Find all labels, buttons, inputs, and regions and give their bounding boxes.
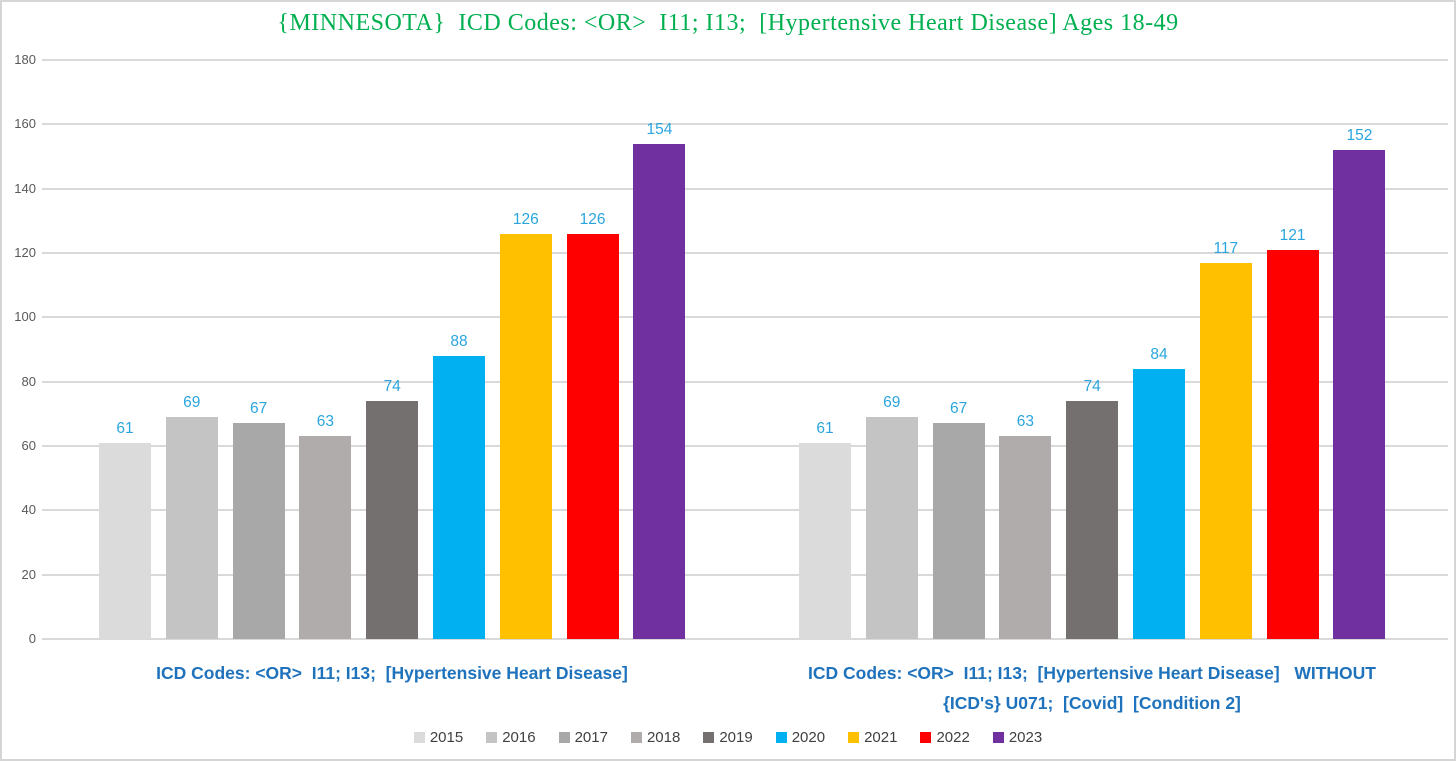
gridline	[42, 638, 1448, 640]
bar-value-label: 74	[383, 378, 401, 395]
bar-value-label: 69	[183, 394, 201, 411]
legend-swatch	[558, 732, 570, 743]
bar-2018-group1	[299, 436, 352, 639]
bar-value-label: 61	[116, 420, 134, 437]
gridline	[42, 316, 1448, 319]
bar-2015-group2	[799, 443, 851, 639]
y-axis-tick-label: 20	[21, 566, 36, 582]
bar-value-label: 126	[512, 211, 539, 228]
legend-item-label: 2022	[936, 729, 970, 746]
bar-2021-group1	[499, 234, 552, 639]
bar-2023-group2	[1333, 150, 1386, 639]
chart-title: {MINNESOTA} ICD Codes: <OR> I11; I13; [H…	[277, 10, 1179, 36]
legend-item-2015: 2015	[413, 729, 464, 746]
bar-value-label: 61	[816, 420, 834, 437]
bar-value-label: 121	[1279, 227, 1306, 244]
gridline	[42, 59, 1448, 61]
bar-value-label: 152	[1346, 127, 1373, 144]
legend-item-label: 2017	[574, 729, 608, 746]
legend-swatch	[630, 732, 642, 743]
bar-value-label: 117	[1213, 240, 1239, 257]
y-axis-tick-label: 100	[14, 309, 36, 325]
legend-item-label: 2018	[646, 729, 681, 746]
bar-2019-group2	[1066, 401, 1119, 639]
legend-item-2017: 2017	[558, 729, 608, 746]
gridline	[42, 252, 1448, 254]
y-axis-tick-label: 40	[21, 502, 36, 518]
gridline	[42, 509, 1448, 512]
bar-value-label: 154	[646, 121, 673, 138]
y-axis-tick-label: 180	[14, 52, 36, 67]
y-axis-tick-label: 120	[14, 245, 36, 260]
legend-item-2016: 2016	[486, 729, 536, 746]
y-axis-tick-label: 80	[21, 373, 36, 389]
legend-item-label: 2021	[864, 729, 898, 746]
bar-2018-group2	[999, 436, 1052, 639]
bar-2022-group2	[1266, 250, 1319, 639]
legend-swatch	[413, 732, 425, 743]
legend-swatch	[920, 732, 932, 743]
bar-value-label: 69	[883, 394, 901, 411]
y-axis-tick-label: 160	[14, 116, 36, 132]
legend-swatch	[486, 732, 498, 743]
legend-swatch	[848, 732, 860, 743]
category-label-group2: ICD Codes: <OR> I11; I13; [Hypertensive …	[808, 663, 1376, 713]
legend-item-label: 2015	[429, 729, 464, 746]
bar-value-label: 88	[450, 333, 468, 350]
bar-value-label: 84	[1150, 346, 1168, 363]
bar-2020-group1	[433, 356, 485, 639]
legend-swatch	[992, 732, 1004, 743]
legend-swatch	[703, 732, 715, 743]
bar-2017-group1	[232, 423, 285, 639]
bar-2021-group2	[1199, 263, 1252, 639]
legend-item-label: 2019	[719, 729, 753, 746]
legend-item-2018: 2018	[630, 729, 681, 746]
bar-2022-group1	[566, 234, 619, 639]
legend-item-2020: 2020	[775, 729, 826, 746]
bar-value-label: 63	[316, 413, 335, 430]
legend-item-2022: 2022	[920, 729, 970, 746]
gridline	[42, 445, 1448, 447]
legend-item-2021: 2021	[848, 729, 897, 746]
gridline	[42, 380, 1448, 383]
bar-value-label: 67	[949, 400, 968, 417]
bar-2020-group2	[1133, 369, 1185, 639]
plot-area: 61 61 69 69 67 67 63 63 74 74 88 84 126 117 126 121 154 1…	[42, 59, 1448, 640]
category-label-group1: ICD Codes: <OR> I11; I13; [Hypertensive …	[156, 663, 628, 683]
bar-2017-group2	[932, 423, 985, 639]
bar-2023-group1	[633, 144, 686, 639]
gridline	[42, 573, 1448, 576]
legend-item-2023: 2023	[992, 729, 1043, 746]
bar-value-label: 74	[1083, 378, 1101, 395]
bar-2019-group1	[366, 401, 419, 639]
legend-item-label: 2016	[502, 729, 536, 746]
bar-value-label: 126	[579, 211, 606, 228]
bar-value-label: 63	[1016, 413, 1035, 430]
y-axis-tick-label: 60	[21, 438, 36, 453]
legend-item-label: 2023	[1008, 729, 1043, 746]
bar-2016-group2	[865, 417, 918, 639]
gridline	[42, 187, 1448, 190]
bar-value-label: 67	[249, 400, 268, 417]
legend-item-label: 2020	[791, 729, 826, 746]
gridline	[42, 123, 1448, 126]
legend-swatch	[775, 732, 787, 743]
bar-2015-group1	[99, 443, 151, 639]
bar-2016-group1	[165, 417, 218, 639]
legend-item-2019: 2019	[703, 729, 753, 746]
legend: 2015 2016 2017 2018 2019 2020 2021 2022 2023	[2, 729, 1454, 746]
y-axis-tick-label: 0	[28, 631, 36, 646]
y-axis-tick-label: 140	[14, 180, 36, 196]
